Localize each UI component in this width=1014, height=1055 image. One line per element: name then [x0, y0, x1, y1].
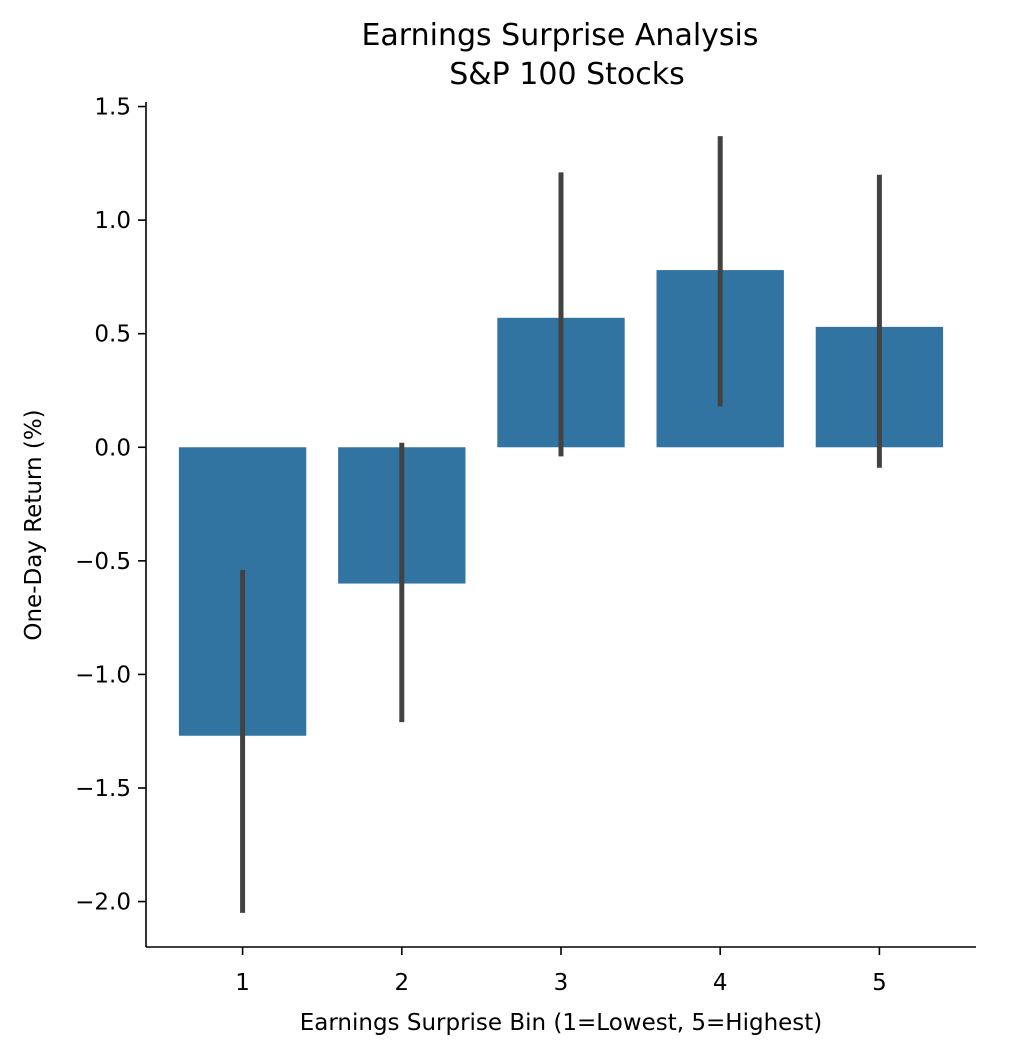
x-tick-label: 3 [554, 970, 569, 996]
y-tick-label: −2.0 [75, 890, 131, 916]
x-tick-label: 4 [713, 970, 728, 996]
x-tick-label: 1 [235, 970, 250, 996]
y-tick-label: 0.5 [94, 322, 131, 348]
y-tick-label: −0.5 [75, 549, 131, 575]
y-axis-label: One-Day Return (%) [21, 409, 47, 640]
y-tick-label: −1.0 [75, 662, 131, 688]
x-tick-label: 5 [872, 970, 887, 996]
y-tick-label: −1.5 [75, 776, 131, 802]
x-axis-label: Earnings Surprise Bin (1=Lowest, 5=Highe… [300, 1010, 823, 1036]
chart-subtitle: S&P 100 Stocks [449, 57, 685, 92]
error-bars-layer [240, 136, 882, 913]
y-tick-label: 1.5 [94, 95, 131, 121]
y-tick-label: 1.0 [94, 208, 131, 234]
x-tick-label: 2 [394, 970, 409, 996]
chart-title: Earnings Surprise Analysis [361, 18, 758, 53]
y-tick-label: 0.0 [94, 435, 131, 461]
x-ticks: 1 2 3 4 5 [235, 947, 887, 996]
y-ticks: 1.5 1.0 0.5 0.0 −0.5 −1.0 −1.5 −2.0 [75, 95, 146, 916]
